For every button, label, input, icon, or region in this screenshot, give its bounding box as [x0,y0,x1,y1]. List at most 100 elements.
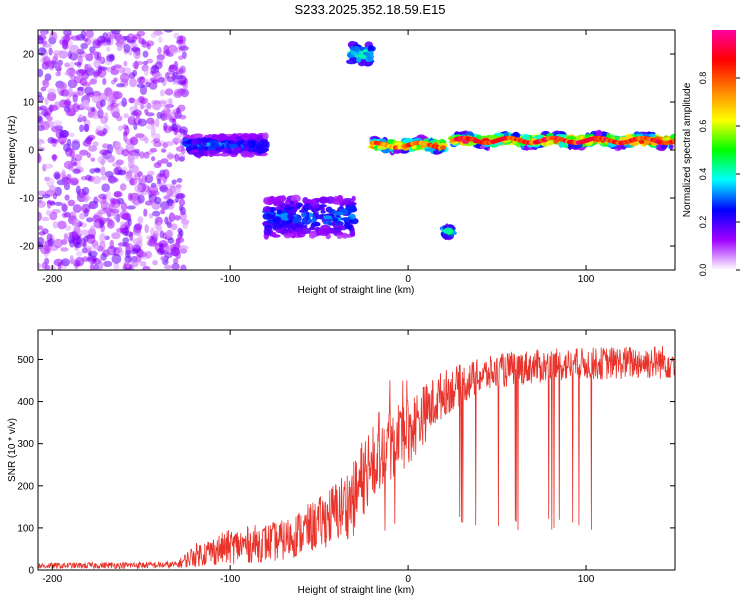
heatmap-cell [133,122,138,131]
snr-series-line [38,345,675,570]
heatmap-cell [122,213,130,221]
colorbar-label: Normalized spectral amplitude [682,82,693,217]
heatmap-cell [74,61,82,66]
heatmap-cell [143,208,148,217]
snr-y-label: SNR (10 * v/v) [7,418,18,482]
heatmap-cell [151,103,158,110]
heatmap-cell [258,143,269,147]
x-tick-label: 0 [405,274,411,285]
heatmap-cell [301,212,308,218]
heatmap-cell [320,206,325,213]
heatmap-cell [191,138,198,146]
heatmap-cell [243,144,250,149]
heatmap-cell [247,133,257,139]
heatmap-cell [270,207,275,214]
heatmap-cell [303,224,308,229]
heatmap-cell [332,217,339,223]
heatmap-cell [159,185,168,193]
heatmap-cell [99,240,106,251]
y-tick-label: -20 [20,242,35,253]
heatmap-cell [616,144,622,151]
heatmap-cell [154,196,162,205]
heatmap-cell [38,106,43,111]
heatmap-cell [96,130,105,137]
heatmap-cell [133,200,139,206]
heatmap-cell [69,148,76,159]
y-tick-label: 0 [28,566,34,577]
heatmap-cell [172,72,178,78]
heatmap-cell [127,192,133,201]
heatmap-cell [146,124,155,130]
heatmap-cell [46,177,55,188]
heatmap-cell [138,177,143,185]
heatmap-cell [97,109,104,119]
heatmap-cell [171,179,177,185]
heatmap-cell [171,118,177,126]
heatmap-cell [165,245,170,254]
heatmap-cell [359,46,365,52]
heatmap-y-label: Frequency (Hz) [7,116,18,185]
heatmap-cell [68,211,77,222]
heatmap-cell [160,209,166,215]
heatmap-cell [151,100,161,105]
y-tick-label: -10 [20,194,35,205]
heatmap-cell [50,31,58,42]
heatmap-cell [150,32,157,38]
heatmap-cell [262,132,269,140]
heatmap-cell [170,223,178,231]
heatmap-cell [140,104,145,110]
y-tick-label: 0 [28,146,34,157]
heatmap-cell [300,227,312,234]
heatmap-cell [227,148,233,155]
snr-x-ticks: -200 -100 0 100 [42,330,595,585]
heatmap-cell [63,160,74,170]
heatmap-cell [83,123,90,133]
heatmap-cell [479,145,486,150]
heatmap-cell [80,30,87,40]
heatmap-cell [55,124,60,133]
heatmap-cell [54,201,63,206]
heatmap-cell [342,198,353,202]
heatmap-cell [321,228,331,233]
heatmap-cell [134,172,141,181]
colorbar-tick-label: 0.8 [698,72,708,85]
heatmap-cell [146,235,152,240]
heatmap-cell [163,264,172,270]
heatmap-cell [137,251,147,258]
heatmap-cell [113,191,122,198]
heatmap-cell [337,231,344,236]
heatmap-cell [150,132,157,139]
heatmap-cell [173,258,179,265]
heatmap-cell [350,232,356,237]
heatmap-cell [123,43,131,53]
heatmap-cell [61,169,66,178]
heatmap-cell [94,51,99,60]
heatmap-cell [92,242,99,250]
heatmap-cell [77,86,85,91]
heatmap-cell [55,71,61,77]
heatmap-cell [176,88,187,95]
heatmap-cell [82,241,87,248]
heatmap-cell [164,216,169,225]
heatmap-cell [110,209,120,214]
heatmap-cell [379,138,387,142]
snr-y-ticks: 0 100 200 300 400 500 [17,355,675,577]
heatmap-cell [162,49,171,56]
heatmap-cell [55,65,62,72]
heatmap-cell [182,84,188,90]
heatmap-cell [163,106,170,116]
heatmap-cell [156,160,163,166]
heatmap-cell [595,129,603,138]
heatmap-cell [174,136,182,143]
heatmap-cell [192,133,204,139]
heatmap-cell [146,43,151,50]
heatmap-cell [163,195,171,200]
heatmap-cell [63,30,72,37]
heatmap-cell [82,37,89,42]
heatmap-cell [175,251,181,260]
heatmap-cell [97,261,104,270]
heatmap-cell [152,260,159,266]
heatmap-cell [536,134,545,138]
heatmap-cell [161,148,167,153]
